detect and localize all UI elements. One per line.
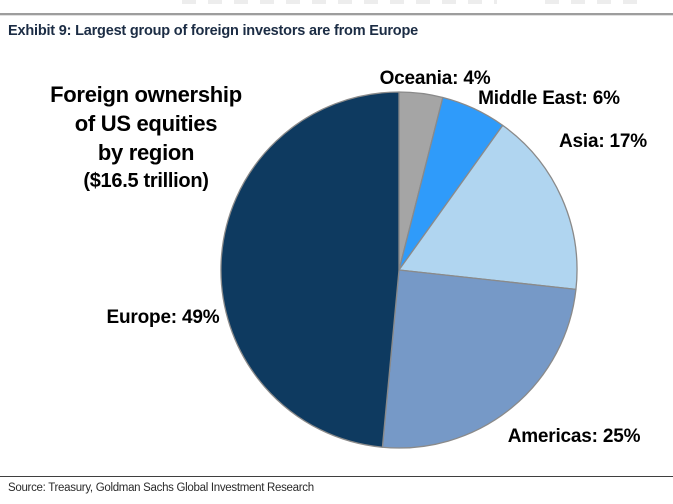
slice-label-asia: Asia: 17% [559, 131, 647, 152]
slice-label-middle-east: Middle East: 6% [478, 88, 620, 109]
pie-slice-americas [381, 269, 577, 449]
source-line: Source: Treasury, Goldman Sachs Global I… [8, 482, 314, 494]
slice-label-europe: Europe: 49% [106, 307, 220, 328]
slice-label-oceania: Oceania: 4% [379, 68, 491, 89]
chart-title-line-1: Foreign ownership [50, 82, 242, 107]
cropped-text-artifact [182, 0, 497, 4]
top-divider [0, 13, 673, 16]
pie-slice-asia [398, 124, 578, 290]
pie-slice-europe [220, 91, 400, 448]
chart-title-line-2: of US equities [74, 111, 218, 136]
chart-title: Foreign ownership of US equities by regi… [20, 80, 272, 196]
bottom-divider [0, 476, 673, 477]
exhibit-title: Exhibit 9: Largest group of foreign inve… [8, 23, 418, 39]
chart-title-line-3: by region [97, 140, 195, 165]
slice-label-americas: Americas: 25% [507, 426, 641, 447]
chart-title-subtitle: ($16.5 trillion) [83, 170, 209, 192]
cropped-text-artifact [545, 0, 640, 4]
